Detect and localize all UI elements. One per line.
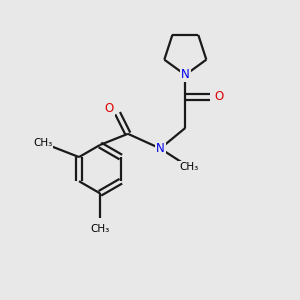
Text: CH₃: CH₃: [90, 224, 110, 234]
Text: CH₃: CH₃: [33, 138, 52, 148]
Text: N: N: [181, 68, 190, 81]
Text: O: O: [105, 102, 114, 115]
Text: CH₃: CH₃: [179, 162, 199, 172]
Text: O: O: [214, 91, 223, 103]
Text: N: N: [156, 142, 165, 155]
